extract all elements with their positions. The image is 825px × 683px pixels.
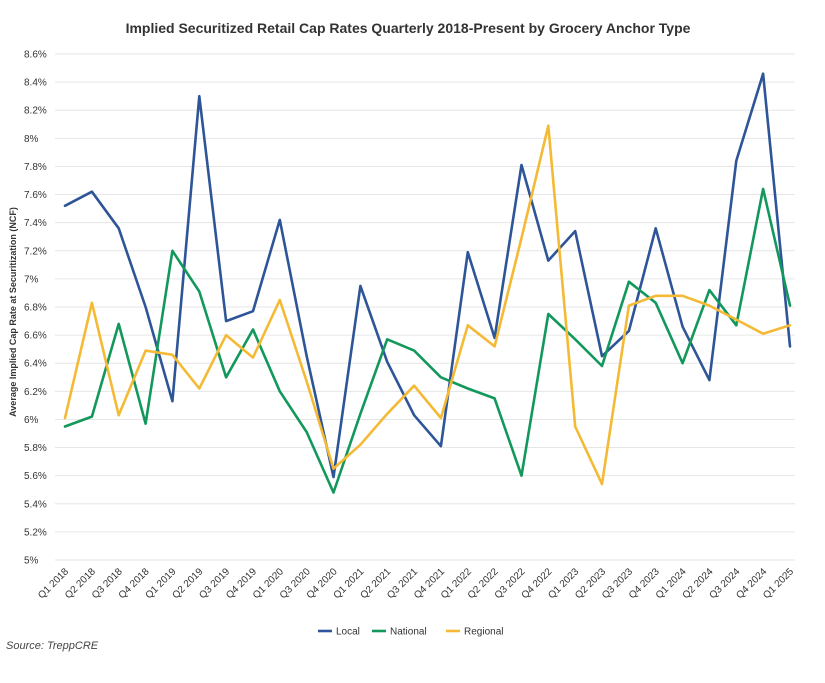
y-tick-label: 5.6% — [24, 471, 47, 482]
y-axis-ticks: 5% 5.2% 5.4% 5.6% 5.8% 6% 6.2% 6.4% 6.6% 6.8% 7% 7.… — [24, 50, 47, 567]
legend-label: Regional — [464, 627, 503, 638]
y-tick-label: 5.2% — [24, 527, 47, 538]
y-tick-label: 6.6% — [24, 331, 47, 342]
series-line-regional — [63, 124, 792, 486]
y-tick-label: 6.2% — [24, 387, 47, 398]
y-tick-label: 5.4% — [24, 499, 47, 510]
series-line-local — [63, 72, 792, 479]
y-tick-label: 7.4% — [24, 218, 47, 229]
series-line-national — [63, 187, 792, 494]
series-lines — [63, 72, 792, 494]
gridlines — [55, 53, 795, 561]
y-tick-label: 7.2% — [24, 246, 47, 257]
y-tick-label: 6.8% — [24, 303, 47, 314]
y-axis-label: Average Implied Cap Rate at Securitizati… — [8, 207, 18, 417]
y-tick-label: 7.8% — [24, 162, 47, 173]
y-tick-label: 8% — [24, 134, 39, 145]
y-tick-label: 8.4% — [24, 78, 47, 89]
y-tick-label: 7% — [24, 274, 39, 285]
chart-title: Implied Securitized Retail Cap Rates Qua… — [126, 20, 691, 36]
y-tick-label: 6% — [24, 415, 39, 426]
y-tick-label: 7.6% — [24, 190, 47, 201]
source-note: Source: TreppCRE — [6, 640, 99, 652]
y-tick-label: 8.6% — [24, 50, 47, 61]
y-tick-label: 5.8% — [24, 443, 47, 454]
y-tick-label: 6.4% — [24, 359, 47, 370]
legend: Local National Regional — [318, 627, 503, 638]
x-tick-label: Q1 2025 — [761, 566, 796, 601]
y-tick-label: 5% — [24, 556, 39, 567]
legend-label: National — [390, 627, 427, 638]
y-tick-label: 8.2% — [24, 106, 47, 117]
legend-label: Local — [336, 627, 360, 638]
